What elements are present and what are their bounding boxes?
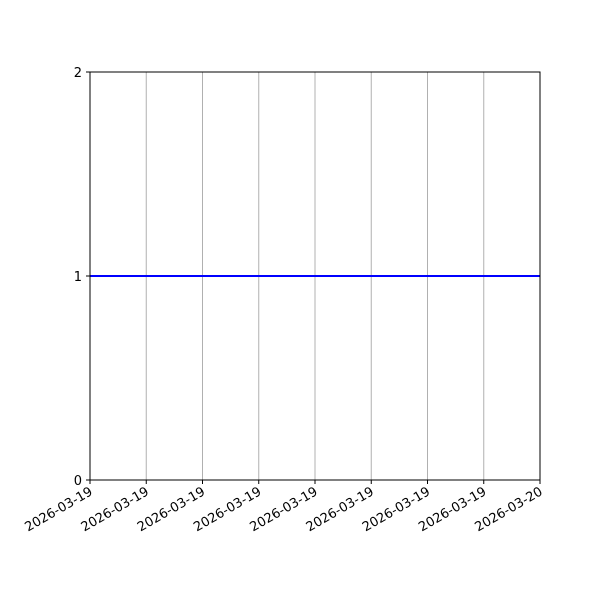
y-tick-label: 1 — [74, 270, 82, 285]
y-tick-label: 2 — [74, 66, 82, 81]
y-tick-label: 0 — [74, 474, 82, 489]
